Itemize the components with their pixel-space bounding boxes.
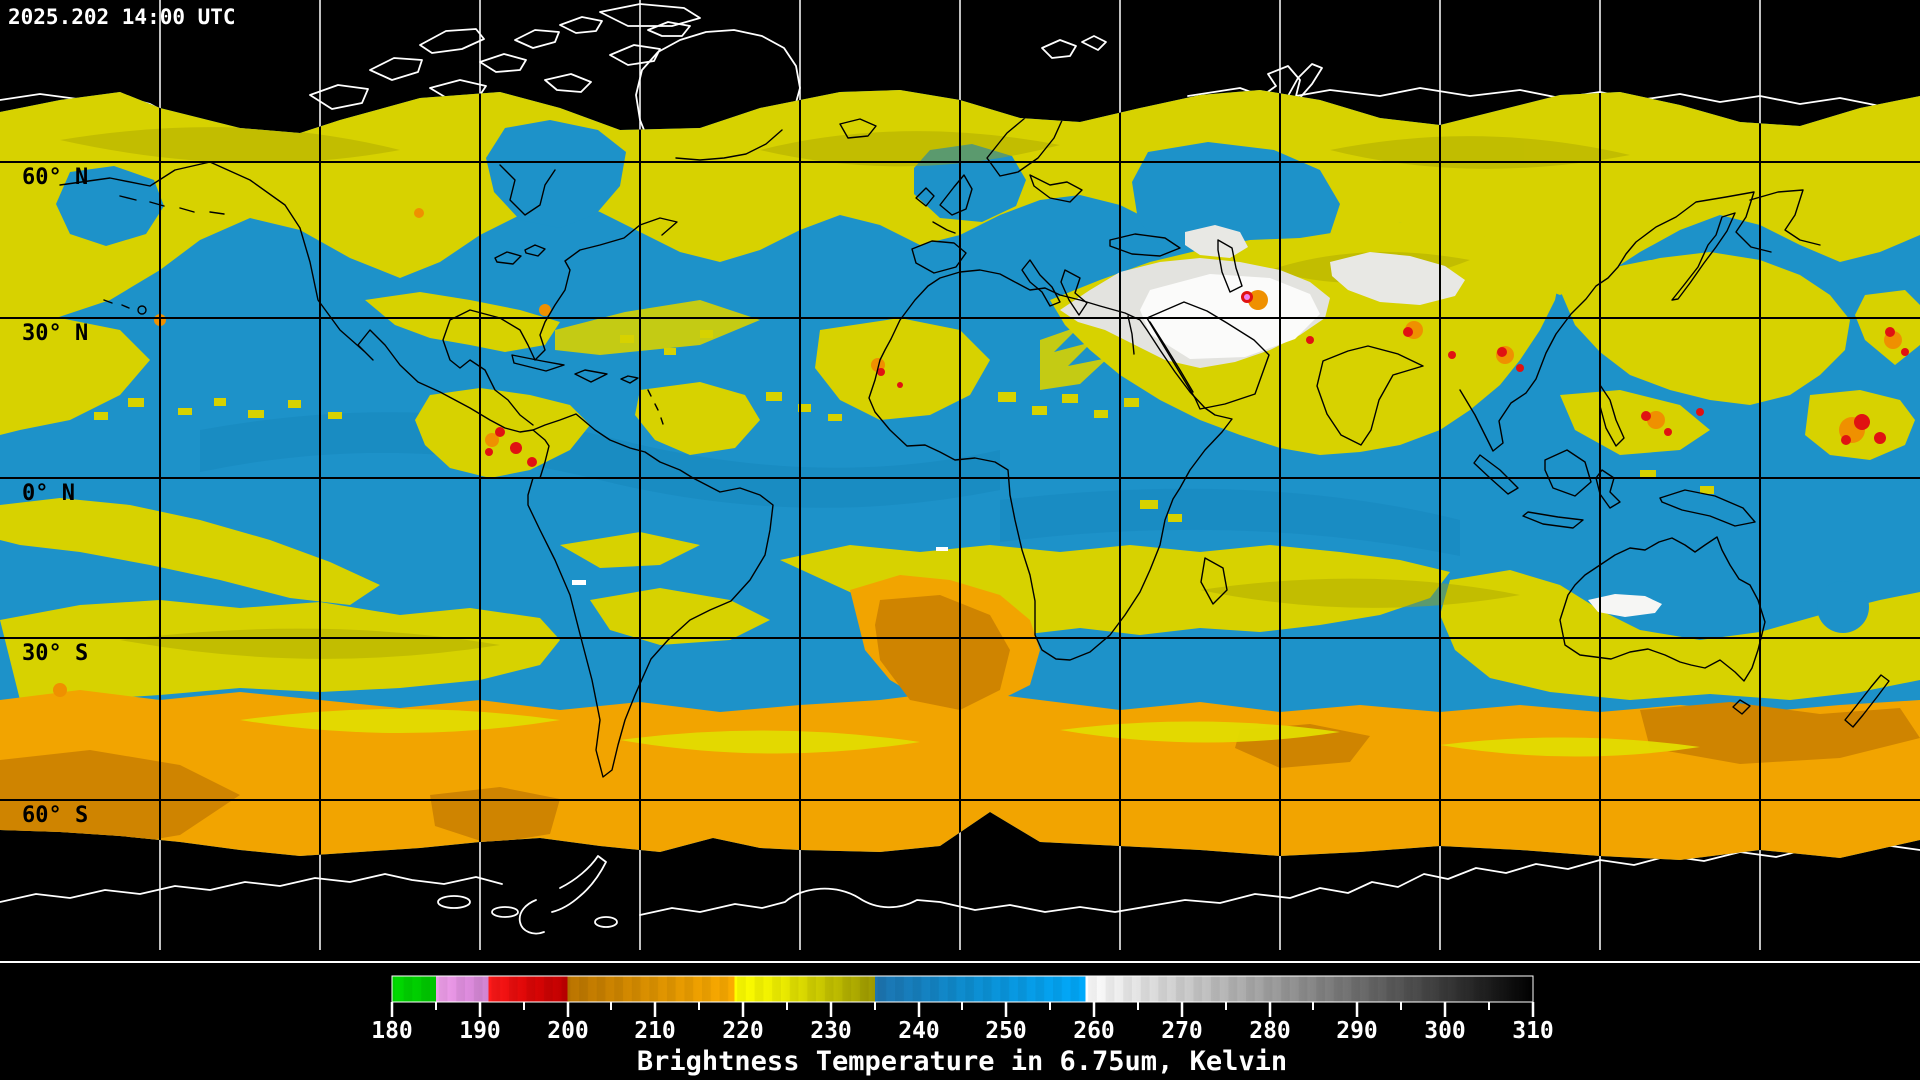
coastlines — [59, 109, 1890, 778]
british-isles — [915, 174, 973, 216]
india — [1316, 345, 1424, 446]
se-asia-china — [1459, 191, 1772, 452]
svg-text:210: 210 — [634, 1018, 676, 1044]
caribbean-arc — [647, 389, 664, 425]
south-america — [527, 413, 774, 778]
new-zealand — [1844, 674, 1890, 728]
itcz-speckles — [58, 330, 1714, 522]
new-guinea — [1659, 489, 1756, 527]
colorbar-tick-labels: 180 190 200 210 220 230 240 250 260 270 … — [371, 1018, 1554, 1044]
italy-balkans — [1021, 259, 1088, 316]
japan — [1671, 212, 1736, 301]
scandinavia — [986, 109, 1065, 177]
kamchatka-okhotsk — [1749, 189, 1821, 246]
desert-white-patches — [572, 225, 1662, 617]
novaya-zemlya — [1287, 63, 1323, 101]
coldest-core-violet — [1244, 294, 1250, 300]
convection-red — [485, 291, 1909, 467]
antarctic-peninsula — [518, 855, 607, 935]
aleutians — [119, 195, 225, 215]
black-sea — [1109, 233, 1181, 257]
lat-label-30n: 30° N — [22, 321, 88, 346]
hudson-bay — [499, 164, 556, 216]
borneo — [1544, 449, 1592, 497]
svg-text:250: 250 — [985, 1018, 1027, 1044]
svg-text:280: 280 — [1249, 1018, 1291, 1044]
baltic — [1029, 174, 1083, 203]
africa — [868, 269, 1233, 661]
colorbar-minor-ticks — [435, 1002, 1490, 1010]
lat-label-30s: 30° S — [22, 641, 88, 666]
timestamp: 2025.202 14:00 UTC — [8, 5, 236, 29]
svalbard — [1041, 35, 1107, 59]
svg-text:220: 220 — [722, 1018, 764, 1044]
colorbar-caption: Brightness Temperature in 6.75um, Kelvin — [637, 1046, 1287, 1077]
svg-text:180: 180 — [371, 1018, 413, 1044]
iceland-data — [839, 118, 877, 139]
sumatra-java — [1473, 454, 1584, 529]
antarctica-coast-west — [0, 873, 503, 903]
gridlines-data — [0, 90, 1920, 860]
arctic-islands — [309, 3, 701, 110]
red-sea — [1149, 321, 1194, 393]
arabia — [1146, 301, 1270, 410]
caspian-sea — [1217, 239, 1243, 293]
lat-label-0n: 0° N — [22, 481, 75, 506]
data-region: 60° N 30° N 0° N 30° S 60° S — [0, 90, 1920, 860]
svg-text:260: 260 — [1073, 1018, 1115, 1044]
svg-text:190: 190 — [459, 1018, 501, 1044]
siberia-coast — [1187, 65, 1920, 107]
svg-text:230: 230 — [810, 1018, 852, 1044]
colorbar: 180 190 200 210 220 230 240 250 260 270 … — [371, 975, 1554, 1077]
convection-orange — [53, 208, 1902, 697]
hawaii — [103, 299, 147, 315]
svg-text:200: 200 — [547, 1018, 589, 1044]
svg-text:300: 300 — [1424, 1018, 1466, 1044]
tasmania — [1732, 699, 1751, 715]
sulawesi — [1595, 469, 1621, 509]
antarctica-coast-east — [639, 844, 1920, 916]
great-lakes — [494, 244, 546, 265]
lat-label-60s: 60° S — [22, 803, 88, 828]
svg-text:310: 310 — [1512, 1018, 1554, 1044]
lat-label-60n: 60° N — [22, 165, 88, 190]
svg-text:240: 240 — [898, 1018, 940, 1044]
nile — [1127, 315, 1135, 355]
colorbar-major-ticks — [390, 1002, 1535, 1017]
cuba-hispaniola — [511, 354, 639, 384]
greenland-south — [675, 129, 783, 161]
svg-text:290: 290 — [1336, 1018, 1378, 1044]
madagascar — [1200, 557, 1228, 605]
svg-text:270: 270 — [1161, 1018, 1203, 1044]
australia — [1559, 536, 1766, 682]
